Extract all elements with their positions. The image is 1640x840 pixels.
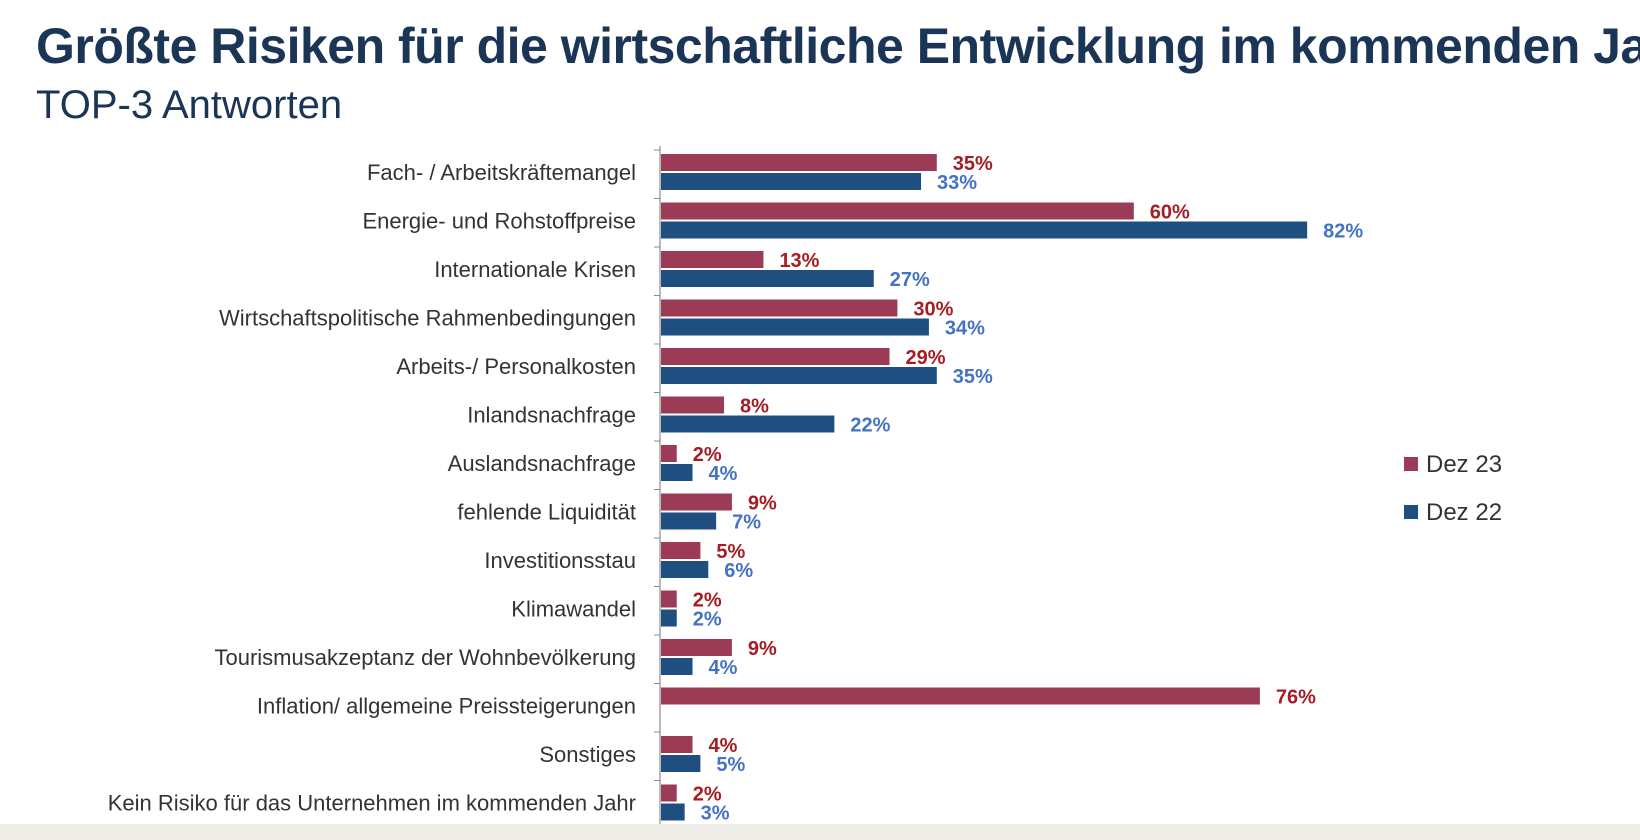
data-label: 4% [709,735,738,757]
data-label: 13% [779,250,819,272]
category-label: Arbeits-/ Personalkosten [396,354,636,379]
data-label: 9% [748,638,777,660]
category-label: Klimawandel [511,597,636,622]
bar [661,512,717,530]
data-label: 35% [953,153,993,175]
data-label: 9% [748,493,777,515]
data-label: 2% [693,609,722,631]
bar [661,202,1134,220]
bar [661,609,677,627]
footer-strip [0,824,1640,840]
bar [661,154,937,171]
data-label: 27% [890,269,930,291]
category-label: Tourismusakzeptanz der Wohnbevölkerung [215,645,637,670]
data-label: 5% [716,541,745,563]
data-label: 35% [953,366,993,388]
legend-swatch [1404,457,1418,471]
bar [661,445,677,462]
category-label: Sonstiges [539,742,636,767]
data-label: 2% [693,590,722,612]
data-label: 4% [709,657,738,679]
category-label: Investitionsstau [484,548,636,573]
bar [661,251,764,268]
bar [661,590,677,608]
category-label: Kein Risiko für das Unternehmen im komme… [108,791,636,816]
category-label: Wirtschaftspolitische Rahmenbedingungen [219,306,636,331]
bar [661,348,890,365]
bar [661,658,693,675]
data-label: 76% [1276,687,1316,709]
bar [661,221,1308,239]
bar [661,299,898,317]
data-label: 3% [701,803,730,825]
bar [661,639,732,656]
data-label: 34% [945,318,985,340]
data-label: 82% [1323,221,1363,243]
legend-label: Dez 22 [1426,499,1502,526]
data-label: 30% [913,299,953,321]
data-label: 22% [850,415,890,437]
bar [661,396,725,414]
category-label: Internationale Krisen [434,257,636,282]
chart-subtitle: TOP-3 Antworten [36,83,343,127]
bar [661,493,732,511]
bar [661,542,701,559]
bar [661,415,835,433]
category-label: Fach- / Arbeitskräftemangel [367,160,636,185]
category-label: Inflation/ allgemeine Preissteigerungen [257,694,636,719]
data-label: 60% [1150,202,1190,224]
bar [661,755,701,772]
legend-label: Dez 23 [1426,451,1502,478]
bar [661,367,937,384]
bar [661,561,709,578]
data-label: 8% [740,396,769,418]
bar [661,270,874,287]
bar [661,803,685,821]
data-label: 5% [716,754,745,776]
data-label: 2% [693,784,722,806]
bar [661,784,677,802]
bar [661,736,693,753]
category-label: Inlandsnachfrage [467,403,636,428]
data-label: 2% [693,444,722,466]
legend-swatch [1404,505,1418,519]
bar [661,318,929,336]
category-label: Auslandsnachfrage [448,451,636,476]
data-label: 6% [724,560,753,582]
chart-title: Größte Risiken für die wirtschaftliche E… [36,18,1640,74]
data-label: 33% [937,172,977,194]
bar [661,687,1260,705]
bar [661,173,922,190]
data-label: 7% [732,512,761,534]
category-label: fehlende Liquidität [457,500,636,525]
data-label: 29% [906,347,946,369]
data-label: 4% [709,463,738,485]
category-label: Energie- und Rohstoffpreise [362,209,636,234]
bar [661,464,693,481]
